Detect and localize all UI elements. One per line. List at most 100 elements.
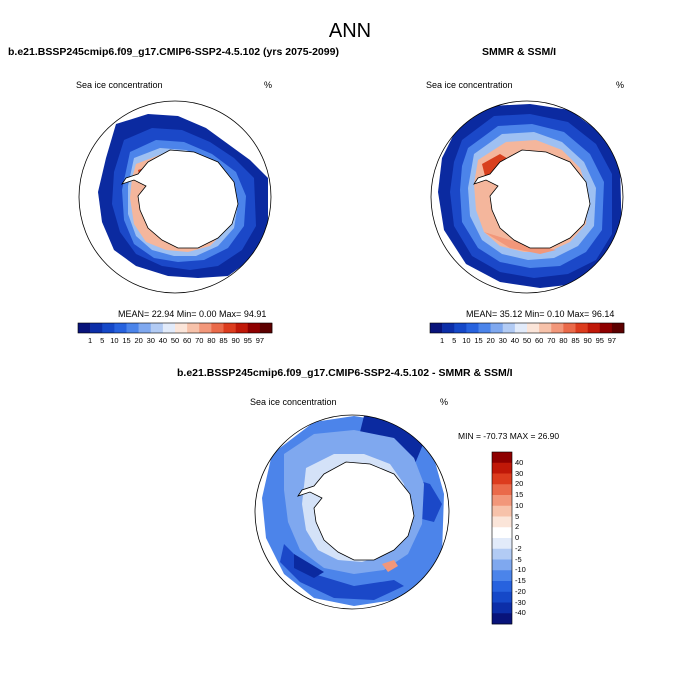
left-variable-label: Sea ice concentration	[76, 80, 163, 90]
diff-colorbar-tick-label: 15	[515, 490, 524, 499]
right-colorbar-swatch	[490, 323, 504, 333]
diff-colorbar-tick-label: 30	[515, 468, 524, 478]
left-colorbar-swatch	[175, 323, 188, 333]
left-polar-map	[78, 100, 272, 294]
right-colorbar-tick-label: 70	[547, 336, 556, 345]
diff-colorbar-tick-label: 2	[515, 522, 520, 532]
left-colorbar	[77, 322, 273, 334]
diff-units-label: %	[440, 397, 449, 407]
right-units-label: %	[616, 80, 625, 90]
diff-stats: MIN = -70.73 MAX = 26.90	[458, 431, 560, 441]
diff-colorbar-swatch	[492, 559, 512, 571]
diff-colorbar-swatch	[492, 484, 512, 496]
right-colorbar-swatch	[514, 323, 528, 333]
diff-colorbar-border	[491, 451, 513, 625]
right-colorbar-swatch	[430, 323, 443, 333]
diff-colorbar-tick-label: -5	[515, 554, 522, 564]
diff-colorbar-swatch	[492, 613, 512, 625]
left-colorbar-swatch	[247, 323, 261, 333]
left-colorbar-tick-label: 30	[146, 336, 155, 345]
left-stats: MEAN= 22.94 Min= 0.00 Max= 94.91	[118, 309, 267, 319]
left-colorbar-tick-label: 70	[195, 336, 204, 345]
right-colorbar-swatch	[587, 323, 601, 333]
left-colorbar-tick-label: 85	[219, 336, 228, 345]
left-units-label: %	[264, 80, 273, 90]
left-colorbar-tick-label: 97	[255, 336, 265, 345]
right-colorbar-tick-label: 10	[462, 336, 471, 345]
diff-colorbar-swatch	[492, 538, 512, 550]
right-colorbar-tick-label: 80	[559, 336, 568, 345]
right-colorbar-swatch	[599, 323, 613, 333]
diff-colorbar-swatch	[492, 602, 512, 614]
diff-colorbar-swatch	[492, 452, 512, 464]
right-colorbar-swatch	[466, 323, 479, 333]
diff-colorbar-tick-label: -15	[515, 576, 526, 585]
right-colorbar-swatch	[502, 323, 516, 333]
left-colorbar-tick-label: 95	[243, 336, 252, 345]
right-colorbar-swatch	[539, 323, 552, 333]
right-panel-title: SMMR & SSM/I	[482, 46, 557, 58]
left-colorbar-tick-label: 60	[182, 336, 192, 345]
left-colorbar-swatch	[90, 323, 103, 333]
left-colorbar-tick-label: 15	[122, 336, 131, 345]
right-colorbar-tick-label: 5	[452, 336, 457, 345]
diff-colorbar-tick-label: -30	[515, 597, 526, 607]
right-colorbar-tick-label: 20	[486, 336, 495, 345]
right-colorbar-swatch	[563, 323, 576, 333]
diff-variable-label: Sea ice concentration	[250, 397, 337, 407]
right-colorbar-swatch	[551, 323, 564, 333]
left-colorbar-swatch	[199, 323, 212, 333]
left-colorbar-swatch	[150, 323, 164, 333]
diff-panel-title: b.e21.BSSP245cmip6.f09_g17.CMIP6-SSP2-4.…	[177, 367, 513, 379]
diff-colorbar-swatch	[492, 581, 512, 593]
right-stats: MEAN= 35.12 Min= 0.10 Max= 96.14	[466, 309, 615, 319]
right-colorbar-tick-label: 15	[474, 336, 483, 345]
right-colorbar-tick-label: 85	[571, 336, 580, 345]
right-colorbar-tick-label: 95	[595, 336, 604, 345]
left-colorbar-swatch	[259, 323, 273, 333]
diff-colorbar-swatch	[492, 570, 512, 582]
left-colorbar-tick-label: 40	[158, 336, 168, 345]
diff-colorbar-tick-label: 10	[515, 500, 524, 510]
left-colorbar-tick-label: 90	[231, 336, 240, 345]
right-colorbar-swatch	[478, 323, 491, 333]
left-colorbar-tick-label: 1	[88, 336, 93, 345]
right-colorbar-tick-label: 40	[510, 336, 520, 345]
right-colorbar-tick-label: 30	[498, 336, 507, 345]
right-variable-label: Sea ice concentration	[426, 80, 513, 90]
diff-polar-map	[254, 414, 450, 610]
right-colorbar-tick-label: 60	[534, 336, 544, 345]
left-colorbar-swatch	[235, 323, 249, 333]
diff-colorbar-swatch	[492, 591, 512, 603]
left-colorbar-swatch	[187, 323, 200, 333]
left-colorbar-border	[77, 322, 273, 334]
diff-colorbar-tick-label: -20	[515, 586, 526, 596]
diff-colorbar-swatch	[492, 473, 512, 485]
left-colorbar-tick-label: 80	[207, 336, 216, 345]
diff-colorbar-tick-label: -10	[515, 565, 526, 575]
right-colorbar-tick-label: 97	[607, 336, 617, 345]
diff-colorbar	[491, 451, 513, 625]
right-colorbar-tick-label: 50	[522, 336, 532, 345]
main-title: ANN	[328, 20, 372, 42]
left-colorbar-tick-label: 10	[110, 336, 119, 345]
right-colorbar	[429, 322, 625, 334]
right-colorbar-swatch	[575, 323, 588, 333]
diff-colorbar-swatch	[492, 548, 512, 560]
diff-colorbar-swatch	[492, 495, 512, 507]
left-colorbar-tick-label: 20	[134, 336, 143, 345]
left-colorbar-swatch	[114, 323, 127, 333]
left-panel-title: b.e21.BSSP245cmip6.f09_g17.CMIP6-SSP2-4.…	[8, 46, 339, 58]
diff-colorbar-swatch	[492, 505, 512, 517]
right-colorbar-tick-label: 90	[583, 336, 592, 345]
diff-colorbar-tick-label: 0	[515, 533, 520, 542]
right-colorbar-swatch	[442, 323, 455, 333]
left-colorbar-swatch	[138, 323, 152, 333]
right-colorbar-swatch	[527, 323, 540, 333]
diff-colorbar-tick-label: 40	[515, 457, 524, 467]
right-polar-map	[430, 100, 624, 294]
diff-colorbar-tick-label: 5	[515, 511, 520, 521]
left-colorbar-swatch	[78, 323, 91, 333]
diff-colorbar-swatch	[492, 527, 512, 539]
diff-colorbar-tick-label: -2	[515, 543, 522, 553]
